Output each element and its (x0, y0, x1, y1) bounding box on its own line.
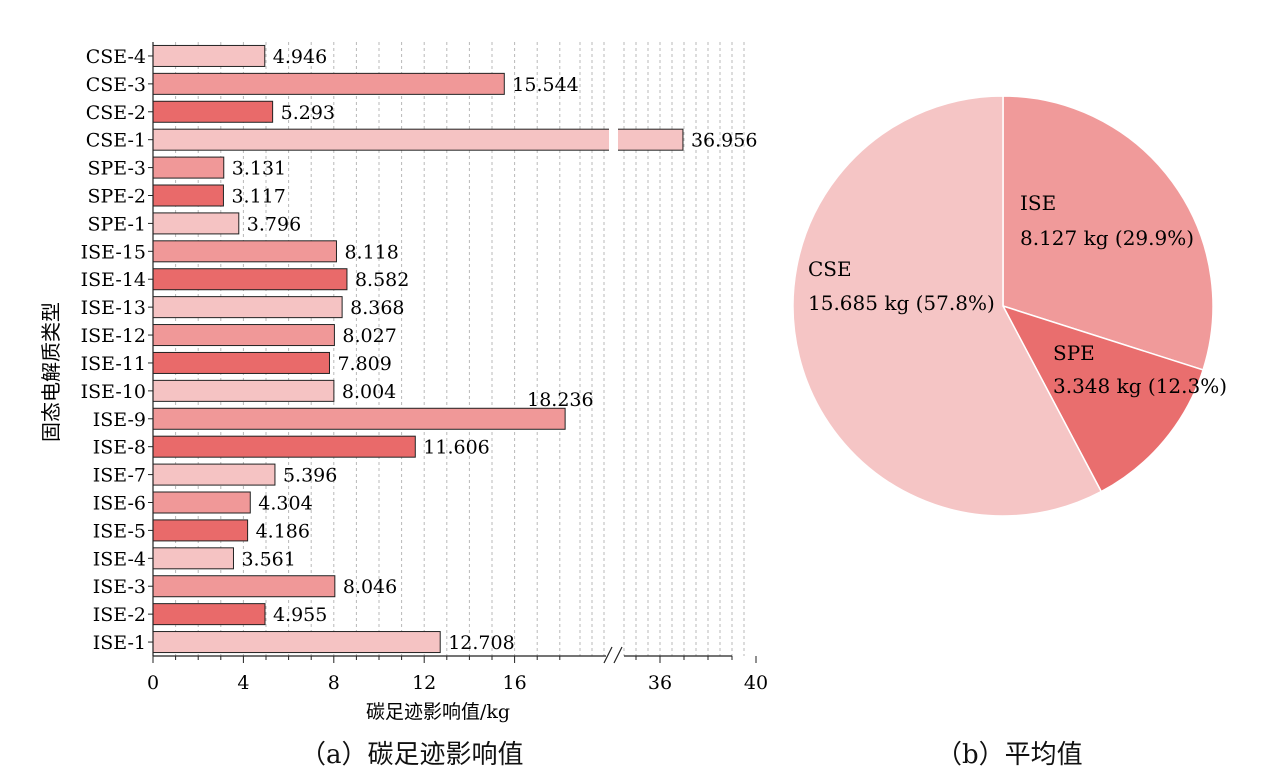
axis-break-mark (613, 646, 623, 664)
y-tick-label: ISE-10 (81, 381, 146, 403)
y-tick-label: ISE-3 (93, 576, 146, 598)
data-label: 8.004 (342, 381, 396, 403)
data-label: 8.027 (342, 325, 396, 347)
pie-detail-spe: 3.348 kg (12.3%) (1053, 374, 1227, 398)
data-label: 7.809 (337, 353, 391, 375)
y-tick-label: ISE-8 (93, 437, 146, 459)
pie-label-cse: CSE (808, 257, 852, 281)
y-axis-title: 固态电解质类型 (39, 302, 63, 442)
y-tick-label: CSE-3 (86, 74, 146, 96)
caption-a: （a）碳足迹影响值 (300, 740, 524, 770)
data-label: 11.606 (423, 437, 489, 459)
pie-detail-cse: 15.685 kg (57.8%) (808, 291, 995, 315)
pie-slice-cse (792, 95, 1103, 517)
data-label: 5.396 (283, 465, 337, 487)
x-tick-label: 0 (147, 672, 159, 694)
data-label: 18.236 (527, 389, 593, 411)
y-tick-label: ISE-14 (81, 269, 146, 291)
pie-label-spe: SPE (1053, 341, 1095, 365)
data-label: 3.561 (241, 548, 295, 570)
x-tick-label: 36 (648, 672, 672, 694)
y-tick-label: ISE-4 (93, 548, 146, 570)
pie-label-ise: ISE (1020, 191, 1056, 215)
data-label: 4.186 (256, 520, 310, 542)
data-label: 3.117 (231, 186, 285, 208)
y-tick-label: CSE-1 (86, 130, 146, 152)
y-tick-label: SPE-2 (87, 186, 146, 208)
pie-labels: ISE 8.127 kg (29.9%) SPE 3.348 kg (12.3%) CS… (808, 191, 1227, 398)
y-tick-label: ISE-11 (81, 353, 146, 375)
y-tick-label: ISE-7 (93, 465, 146, 487)
data-label: 8.582 (355, 269, 409, 291)
axis-break-mark (603, 646, 613, 664)
y-tick-label: ISE-9 (93, 409, 146, 431)
y-tick-label: ISE-15 (81, 241, 146, 263)
y-tick-label: ISE-12 (81, 325, 146, 347)
data-label: 8.368 (350, 297, 404, 319)
x-tick-label: 12 (412, 672, 436, 694)
y-tick-label: ISE-1 (93, 632, 146, 654)
y-tick-label: SPE-1 (87, 213, 146, 235)
y-tick-label: SPE-3 (87, 158, 146, 180)
y-tick-label: CSE-2 (86, 102, 146, 124)
y-tick-label: ISE-6 (93, 493, 146, 515)
caption-b: （b）平均值 (936, 740, 1083, 770)
y-tick-label: ISE-5 (93, 520, 146, 542)
x-tick-label: 8 (328, 672, 340, 694)
data-label: 15.544 (512, 74, 578, 96)
data-label: 36.956 (691, 130, 757, 152)
data-label: 8.118 (344, 241, 398, 263)
data-label: 8.046 (343, 576, 397, 598)
x-tick-label: 16 (503, 672, 527, 694)
axes: CSE-4 4.946 CSE-3 15.544 CSE-2 5.293 CSE-1 36.9… (81, 42, 768, 694)
data-label: 3.796 (247, 213, 301, 235)
bar-break-gap (609, 127, 618, 153)
data-label: 4.946 (273, 46, 327, 68)
data-label: 5.293 (281, 102, 335, 124)
pie-detail-ise: 8.127 kg (29.9%) (1020, 226, 1194, 250)
pie-slices (792, 95, 1214, 517)
y-tick-label: ISE-13 (81, 297, 146, 319)
data-label: 4.955 (273, 604, 327, 626)
data-label: 4.304 (258, 493, 312, 515)
pie-slice-ise (1002, 95, 1214, 371)
data-label: 12.708 (448, 632, 514, 654)
y-tick-label: ISE-2 (93, 604, 146, 626)
x-tick-label: 4 (237, 672, 249, 694)
pie-slice-spe (1001, 304, 1204, 493)
x-axis-title: 碳足迹影响值/kg (366, 701, 510, 723)
data-label: 3.131 (232, 158, 286, 180)
bars (152, 44, 684, 654)
y-tick-label: CSE-4 (86, 46, 146, 68)
x-tick-label: 40 (744, 672, 768, 694)
